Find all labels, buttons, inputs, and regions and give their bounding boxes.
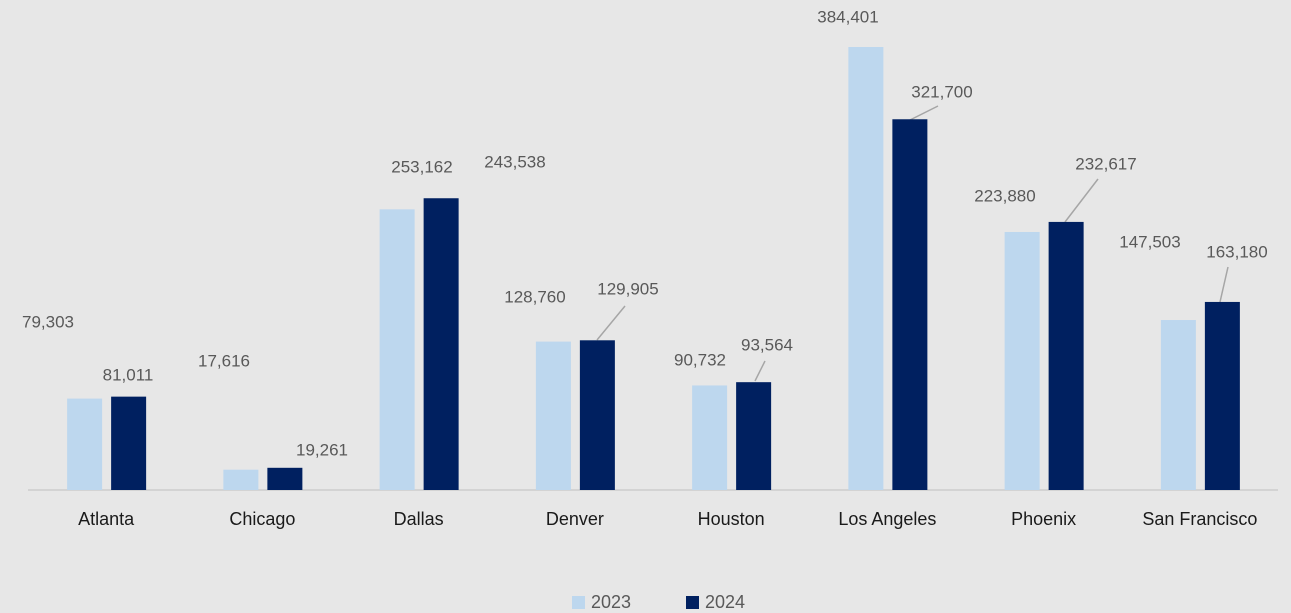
leader-line — [1219, 266, 1229, 303]
legend-swatch — [686, 596, 699, 609]
data-label: 232,617 — [1075, 154, 1136, 173]
data-label: 17,616 — [198, 351, 250, 370]
leader-line — [909, 105, 939, 121]
leader-line — [596, 305, 626, 341]
bar — [223, 469, 259, 490]
data-label: 19,261 — [296, 440, 348, 459]
bar — [892, 119, 928, 491]
leader-line — [754, 360, 766, 382]
bar — [111, 396, 147, 490]
bar — [379, 209, 415, 490]
data-label: 93,564 — [741, 335, 793, 354]
x-tick-label: Los Angeles — [838, 509, 936, 529]
bar — [423, 198, 459, 490]
x-tick-label: Denver — [546, 509, 604, 529]
legend-label: 2023 — [591, 592, 631, 612]
data-label: 79,303 — [22, 312, 74, 331]
legend-swatch — [572, 596, 585, 609]
bar — [736, 382, 772, 490]
x-tick-label: Dallas — [394, 509, 444, 529]
data-label: 81,011 — [103, 365, 154, 384]
data-label: 321,700 — [911, 82, 972, 101]
data-label: 223,880 — [974, 186, 1035, 205]
x-tick-label: Chicago — [229, 509, 295, 529]
x-tick-label: San Francisco — [1142, 509, 1257, 529]
data-label: 163,180 — [1206, 242, 1267, 261]
bar — [267, 467, 303, 490]
bar — [848, 47, 884, 490]
legend-label: 2024 — [705, 592, 745, 612]
data-label: 147,503 — [1119, 232, 1180, 251]
bar — [1160, 320, 1196, 490]
data-label: 128,760 — [504, 287, 565, 306]
data-label: 90,732 — [674, 350, 726, 369]
bar — [535, 341, 571, 490]
bar — [1004, 231, 1040, 490]
bar — [692, 385, 728, 490]
x-tick-label: Atlanta — [78, 509, 135, 529]
bar — [1048, 221, 1084, 491]
data-label: 384,401 — [817, 7, 878, 26]
x-tick-label: Phoenix — [1011, 509, 1076, 529]
bar — [579, 340, 615, 490]
data-label: 129,905 — [597, 279, 658, 298]
bar — [67, 398, 103, 490]
leader-line — [1064, 178, 1099, 223]
data-label: 253,162 — [391, 157, 452, 176]
data-label: 243,538 — [484, 152, 545, 171]
x-tick-label: Houston — [698, 509, 765, 529]
bar — [1204, 301, 1240, 490]
